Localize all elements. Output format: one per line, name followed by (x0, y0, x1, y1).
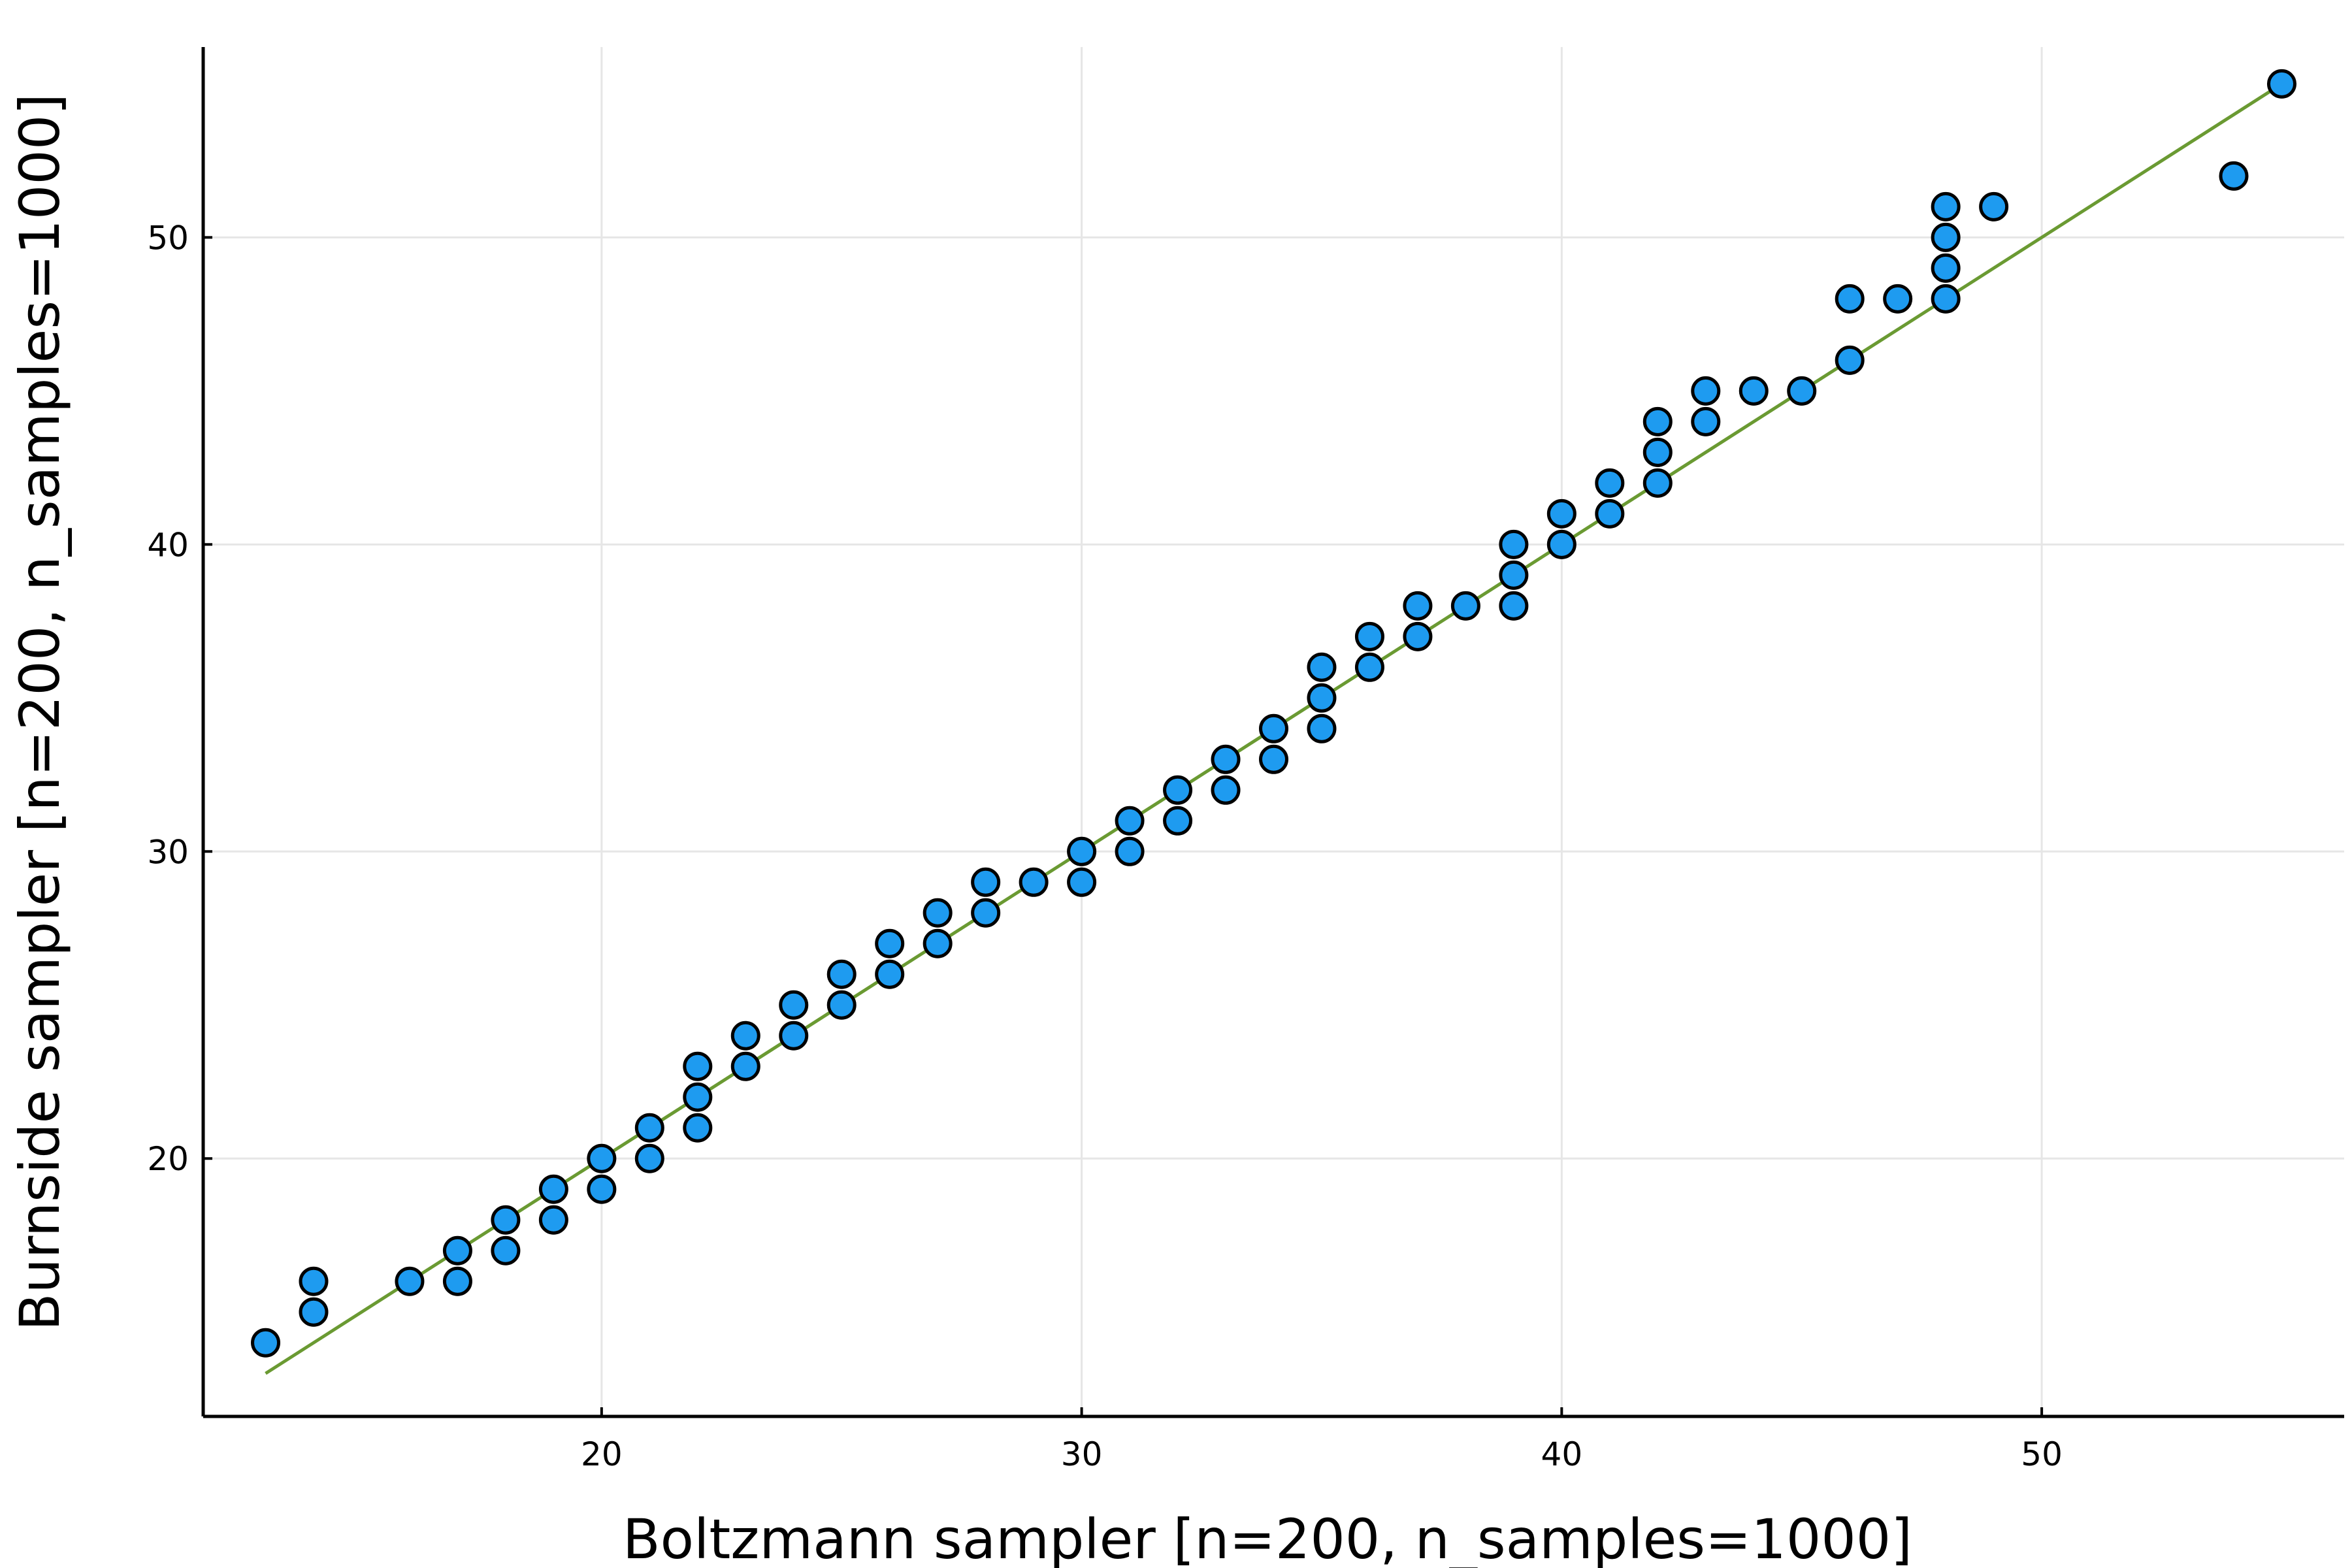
data-point (1979, 191, 2009, 221)
data-point (491, 1235, 521, 1266)
data-point (971, 898, 1001, 928)
x-axis-label: Boltzmann sampler [n=200, n_samples=1000… (623, 1507, 1912, 1568)
data-point (1067, 836, 1097, 866)
grid-lines (203, 47, 2344, 1416)
data-point (923, 928, 953, 958)
data-point (1595, 468, 1625, 498)
data-point (587, 1143, 617, 1173)
data-point (779, 990, 809, 1020)
data-point (587, 1174, 617, 1204)
data-point (1115, 836, 1145, 866)
data-point (2219, 161, 2249, 191)
data-point (1883, 284, 1913, 314)
data-point (730, 1051, 760, 1081)
data-point (1499, 591, 1529, 621)
x-tick-label: 40 (1541, 1435, 1583, 1473)
data-point (1211, 775, 1241, 805)
data-point (1642, 468, 1673, 498)
data-point (299, 1297, 329, 1327)
data-point (1067, 867, 1097, 897)
data-point (1835, 284, 1865, 314)
data-point (1546, 498, 1576, 529)
data-point (971, 867, 1001, 897)
data-point (1595, 498, 1625, 529)
data-point (1499, 560, 1529, 590)
data-point (923, 898, 953, 928)
data-point (634, 1113, 664, 1143)
data-point (1931, 222, 1961, 252)
x-tick-label: 20 (581, 1435, 623, 1473)
data-point (395, 1266, 425, 1296)
y-axis-label: Burnside sampler [n=200, n_samples=1000] (8, 93, 72, 1331)
data-point (1739, 376, 1769, 406)
data-point (1931, 191, 1961, 221)
data-point (1307, 652, 1337, 682)
data-point (826, 959, 857, 989)
tick-labels: 20 30 40 50 20 30 40 50 (147, 219, 2063, 1473)
data-point (1642, 437, 1673, 467)
data-point (634, 1143, 664, 1173)
data-point (299, 1266, 329, 1296)
data-point (683, 1113, 713, 1143)
data-point (1450, 591, 1480, 621)
data-point (1354, 652, 1384, 682)
data-point (1354, 621, 1384, 651)
data-point (1931, 253, 1961, 283)
data-point (683, 1051, 713, 1081)
data-point (779, 1021, 809, 1051)
data-point (1115, 806, 1145, 836)
data-point (1163, 806, 1193, 836)
y-tick-label: 40 (147, 526, 189, 564)
data-point (538, 1174, 568, 1204)
data-point (442, 1266, 472, 1296)
data-point (1691, 376, 1721, 406)
data-point (875, 959, 905, 989)
axes (201, 47, 2344, 1418)
x-tick-label: 50 (2021, 1435, 2063, 1473)
data-point (1211, 744, 1241, 774)
data-point (1307, 713, 1337, 743)
data-point (1403, 591, 1433, 621)
data-point (442, 1235, 472, 1266)
data-point (730, 1021, 760, 1051)
data-point (875, 928, 905, 958)
data-point (1931, 284, 1961, 314)
data-point (1163, 775, 1193, 805)
data-point (1259, 713, 1288, 743)
data-point (2266, 69, 2296, 99)
data-point (1019, 867, 1049, 897)
data-point (1499, 529, 1529, 559)
x-tick-label: 30 (1061, 1435, 1103, 1473)
data-point (1259, 744, 1288, 774)
data-point (826, 990, 857, 1020)
data-point (1307, 683, 1337, 713)
y-tick-label: 50 (147, 219, 189, 257)
data-point (683, 1082, 713, 1112)
data-point (491, 1205, 521, 1235)
data-point (1403, 621, 1433, 651)
y-tick-label: 20 (147, 1140, 189, 1178)
data-point (1546, 529, 1576, 559)
data-point (1691, 406, 1721, 436)
data-point (1787, 376, 1817, 406)
y-tick-label: 30 (147, 833, 189, 871)
data-point (1835, 345, 1865, 375)
data-points (251, 69, 2296, 1358)
data-point (538, 1205, 568, 1235)
data-point (251, 1328, 281, 1358)
data-point (1642, 406, 1673, 436)
